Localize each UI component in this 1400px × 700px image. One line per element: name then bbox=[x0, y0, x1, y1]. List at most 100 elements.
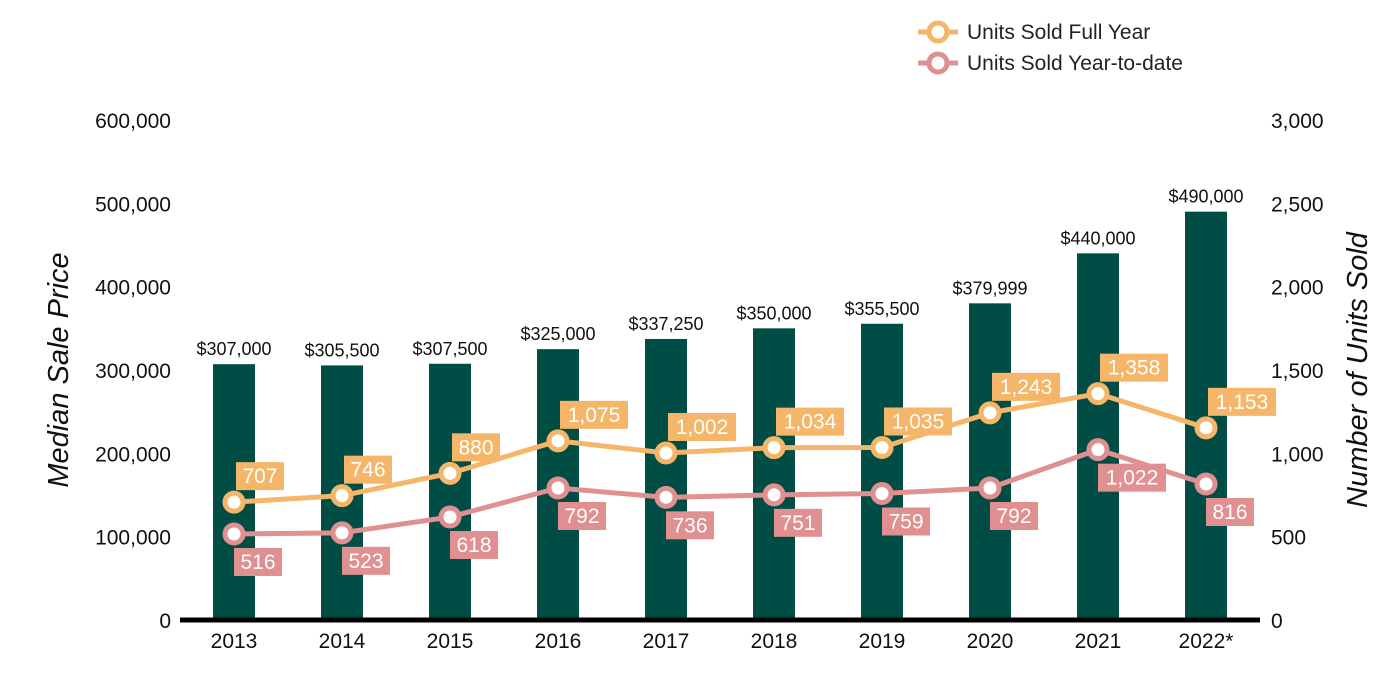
point-value-label: 523 bbox=[348, 550, 383, 573]
point-label-box bbox=[990, 502, 1038, 530]
lines-layer bbox=[222, 382, 1218, 546]
point-value-label: 1,243 bbox=[1000, 376, 1053, 399]
y-tick-label: 200,000 bbox=[95, 443, 171, 466]
bar-value-label: $490,000 bbox=[1168, 187, 1243, 207]
legend-item-ytd: Units Sold Year-to-date bbox=[918, 51, 1183, 75]
legend-item-full-year: Units Sold Full Year bbox=[918, 20, 1150, 44]
series-point-full-year bbox=[330, 484, 354, 508]
y-tick-label: 300,000 bbox=[95, 360, 171, 383]
x-tick-label: 2018 bbox=[751, 630, 798, 653]
series-line-full-year bbox=[233, 391, 1207, 505]
series-point-ytd bbox=[330, 521, 354, 545]
point-label-box bbox=[558, 502, 606, 530]
bars-layer bbox=[213, 211, 1227, 621]
point-value-label: 792 bbox=[564, 505, 599, 528]
bar-2021 bbox=[1077, 253, 1119, 621]
point-label-box bbox=[234, 548, 282, 576]
point-value-label: 1,153 bbox=[1216, 391, 1269, 414]
series-point-ytd bbox=[978, 476, 1002, 500]
y-tick-label: 400,000 bbox=[95, 277, 171, 300]
legend: Units Sold Full Year Units Sold Year-to-… bbox=[918, 20, 1183, 75]
labels-layer: $307,000 $305,500 $307,500 $325,000 $337,250… bbox=[196, 187, 1276, 576]
point-value-label: 707 bbox=[242, 465, 277, 488]
x-tick-label: 2019 bbox=[859, 630, 906, 653]
bar-2018 bbox=[753, 328, 795, 620]
point-value-label: 1,034 bbox=[784, 411, 837, 434]
point-label-box bbox=[236, 462, 284, 491]
y2-tick-label: 1,000 bbox=[1271, 443, 1324, 466]
point-label-box bbox=[668, 413, 736, 441]
bar-value-label: $305,500 bbox=[304, 340, 379, 360]
point-value-label: 736 bbox=[672, 514, 707, 537]
bar-value-label: $379,999 bbox=[952, 278, 1027, 298]
bar-2019 bbox=[861, 323, 903, 620]
series-point-ytd bbox=[546, 476, 570, 500]
point-label-box bbox=[666, 511, 714, 540]
series-point-full-year bbox=[978, 401, 1002, 425]
legend-swatch-marker-ytd bbox=[926, 51, 950, 75]
point-label-box bbox=[1206, 498, 1254, 526]
bar-value-label: $307,000 bbox=[196, 339, 271, 359]
point-value-label: 1,035 bbox=[892, 411, 945, 434]
legend-label-full-year: Units Sold Full Year bbox=[967, 21, 1150, 44]
point-value-label: 618 bbox=[456, 534, 491, 557]
point-label-box bbox=[882, 507, 930, 536]
series-point-ytd bbox=[438, 505, 462, 529]
point-label-box bbox=[1098, 463, 1166, 492]
point-value-label: 1,022 bbox=[1106, 467, 1159, 490]
series-point-full-year bbox=[438, 461, 462, 485]
point-label-box bbox=[884, 407, 952, 436]
y2-tick-label: 0 bbox=[1271, 610, 1283, 633]
series-point-ytd bbox=[762, 483, 786, 507]
point-label-box bbox=[560, 400, 628, 429]
point-label-box bbox=[342, 546, 390, 575]
bar-2020 bbox=[969, 303, 1011, 620]
y2-tick-label: 2,000 bbox=[1271, 277, 1324, 300]
point-value-label: 880 bbox=[458, 436, 493, 459]
x-tick-label: 2021 bbox=[1075, 630, 1122, 653]
y-tick-label: 600,000 bbox=[95, 110, 171, 133]
series-line-ytd bbox=[233, 447, 1207, 537]
series-point-ytd bbox=[1086, 438, 1110, 462]
y2-tick-label: 2,500 bbox=[1271, 193, 1324, 216]
bar-value-label: $350,000 bbox=[736, 303, 811, 323]
y-tick-label: 0 bbox=[159, 610, 171, 633]
bar-value-label: $440,000 bbox=[1060, 228, 1135, 248]
point-label-box bbox=[1208, 387, 1276, 416]
point-label-box bbox=[776, 407, 844, 436]
bar-2015 bbox=[429, 363, 471, 620]
point-value-label: 1,002 bbox=[676, 416, 729, 439]
legend-swatch-marker-full-year bbox=[926, 20, 950, 44]
point-label-box bbox=[774, 508, 822, 537]
legend-label-ytd: Units Sold Year-to-date bbox=[967, 52, 1183, 75]
x-tick-label: 2016 bbox=[535, 630, 582, 653]
series-point-ytd bbox=[222, 522, 246, 546]
series-point-full-year bbox=[654, 441, 678, 465]
point-value-label: 746 bbox=[350, 459, 385, 482]
bar-2017 bbox=[645, 338, 687, 620]
y-tick-label: 500,000 bbox=[95, 193, 171, 216]
point-value-label: 1,358 bbox=[1108, 357, 1161, 380]
series-point-full-year bbox=[546, 429, 570, 453]
y2-axis-title: Number of Units Sold bbox=[1342, 231, 1374, 507]
x-tick-label: 2014 bbox=[319, 630, 366, 653]
y2-tick-label: 500 bbox=[1271, 527, 1306, 550]
y-tick-label: 100,000 bbox=[95, 527, 171, 550]
series-point-full-year bbox=[870, 436, 894, 459]
point-label-box bbox=[1100, 353, 1168, 382]
y-axis-title: Median Sale Price bbox=[43, 252, 75, 487]
series-point-ytd bbox=[1194, 472, 1218, 496]
series-point-full-year bbox=[222, 490, 246, 514]
bar-value-label: $307,500 bbox=[412, 339, 487, 359]
series-point-full-year bbox=[1086, 382, 1110, 406]
series-point-ytd bbox=[870, 482, 894, 505]
bar-value-label: $337,250 bbox=[628, 314, 703, 334]
series-point-full-year bbox=[1194, 416, 1218, 440]
x-tick-label: 2015 bbox=[427, 630, 474, 653]
point-label-box bbox=[452, 433, 500, 462]
point-label-box bbox=[450, 531, 498, 559]
series-point-full-year bbox=[762, 436, 786, 460]
x-tick-label: 2013 bbox=[211, 630, 258, 653]
y2-tick-label: 3,000 bbox=[1271, 110, 1324, 133]
